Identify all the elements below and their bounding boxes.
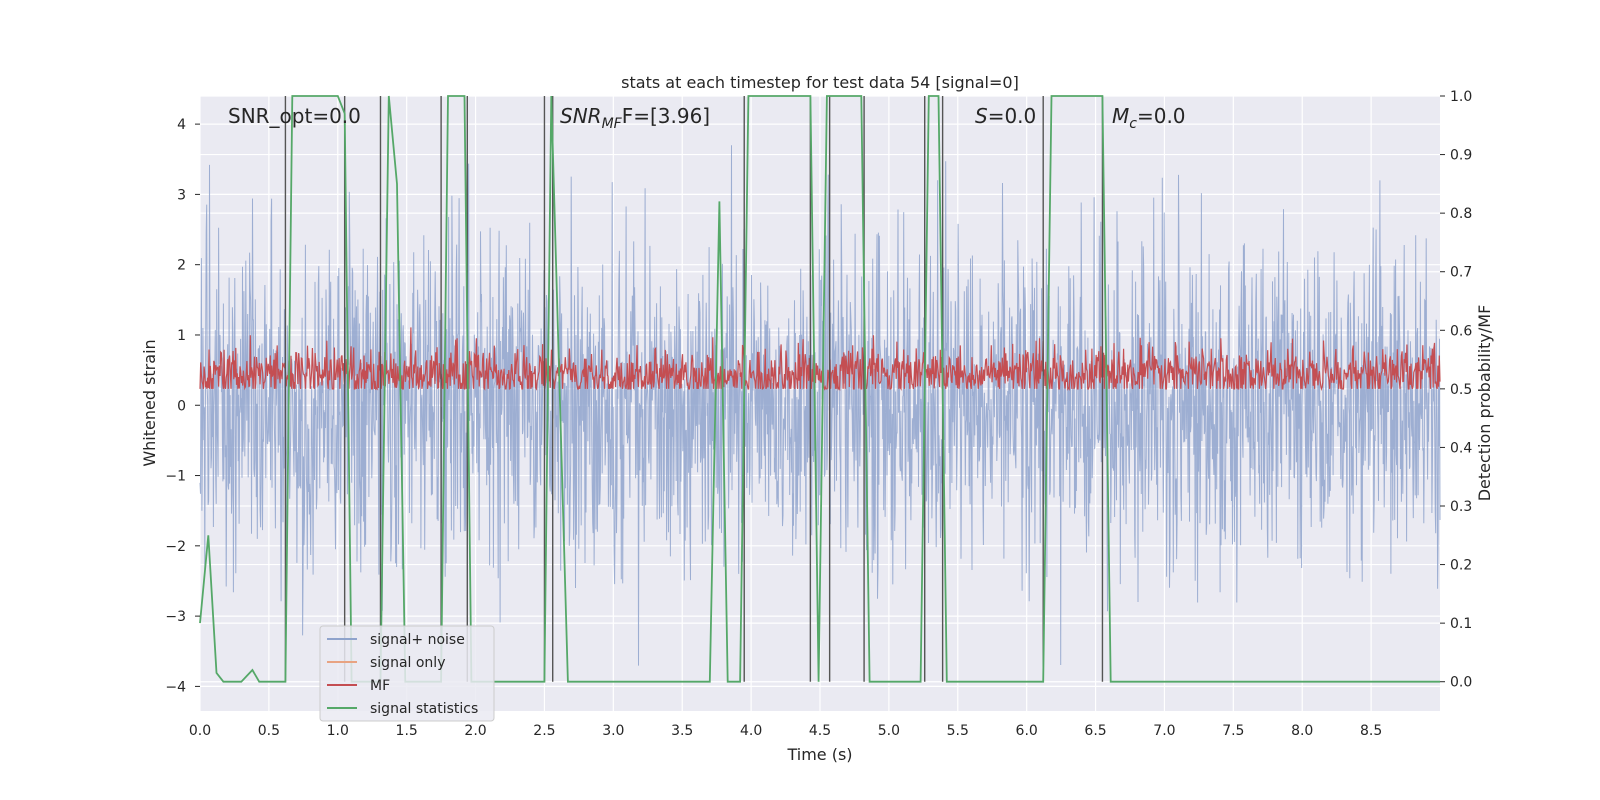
y-tick-label: 2: [177, 258, 186, 274]
x-tick-label: 1.0: [327, 723, 349, 739]
x-tick-label: 2.5: [533, 723, 555, 739]
series-signal-statistics: [199, 95, 1440, 683]
snr-mf-base: SNR: [560, 104, 602, 128]
y-tick-label: −4: [165, 679, 186, 695]
y2-tick-label: 0.0: [1450, 675, 1472, 691]
annotation-s: S=0.0: [975, 104, 1036, 128]
y-tick-label: −3: [165, 609, 186, 625]
y2-tick-label: 0.4: [1450, 440, 1472, 456]
legend-box: [319, 625, 495, 722]
x-tick-label: 8.5: [1360, 723, 1382, 739]
y-axis-ticks: −4 −3 −2 −1 0 1 2 3 4: [165, 117, 200, 695]
x-tick-label: 3.5: [671, 723, 693, 739]
y2-tick-label: 0.5: [1450, 382, 1472, 398]
mc-sub: c: [1129, 116, 1137, 132]
mc-value: =0.0: [1137, 104, 1186, 128]
y-tick-label: 1: [177, 328, 186, 344]
snr-mf-value: F=[3.96]: [622, 104, 710, 128]
annotation-mc: Mc=0.0: [1112, 104, 1186, 132]
y2-tick-label: 0.7: [1450, 265, 1472, 281]
x-tick-label: 6.0: [1016, 723, 1038, 739]
series-signal-noise: [199, 145, 1441, 666]
mc-base: M: [1112, 104, 1129, 128]
x-tick-label: 4.5: [809, 723, 831, 739]
legend-label-signal-statistics: signal statistics: [370, 701, 478, 717]
x-tick-label: 1.5: [396, 723, 418, 739]
x-tick-label: 0.0: [189, 723, 211, 739]
y2-tick-label: 0.6: [1450, 323, 1472, 339]
x-tick-label: 5.5: [947, 723, 969, 739]
y2-tick-label: 0.1: [1450, 616, 1472, 632]
signal-noise-line: [199, 145, 1441, 666]
x-tick-label: 4.0: [740, 723, 762, 739]
x-tick-label: 6.5: [1084, 723, 1106, 739]
y2-tick-label: 0.9: [1450, 148, 1472, 164]
legend: signal+ noise signal only MF signal stat…: [319, 625, 495, 722]
y-axis-label: Whitened strain: [140, 339, 159, 466]
legend-label-signal-noise: signal+ noise: [370, 632, 465, 648]
x-tick-label: 0.5: [258, 723, 280, 739]
y2-tick-label: 0.2: [1450, 558, 1472, 574]
y2-tick-label: 0.8: [1450, 206, 1472, 222]
series-mf: [199, 327, 1441, 392]
snr-mf-sub: MF: [602, 116, 623, 132]
s-value: =0.0: [988, 104, 1037, 128]
legend-label-signal-only: signal only: [370, 655, 445, 671]
signal-statistics-line: [199, 95, 1440, 683]
mf-line: [199, 327, 1441, 392]
y-tick-label: −2: [165, 539, 186, 555]
y-tick-label: 0: [177, 398, 186, 414]
y-tick-label: 4: [177, 117, 186, 133]
x-tick-label: 2.0: [464, 723, 486, 739]
y-tick-label: 3: [177, 187, 186, 203]
x-axis-label: Time (s): [786, 745, 852, 764]
x-tick-label: 3.0: [602, 723, 624, 739]
y2-axis-label: Detection probability/MF: [1475, 305, 1494, 502]
x-tick-label: 7.5: [1222, 723, 1244, 739]
annotation-snr-opt: SNR_opt=0.0: [228, 104, 361, 128]
x-tick-label: 7.0: [1153, 723, 1175, 739]
s-label: S: [975, 104, 988, 128]
y2-axis-ticks: 0.0 0.1 0.2 0.3 0.4 0.5 0.6 0.7 0.8 0.9 1.0: [1440, 89, 1472, 691]
chart-title: stats at each timestep for test data 54 …: [621, 73, 1019, 92]
y2-tick-label: 0.3: [1450, 499, 1472, 515]
y2-tick-label: 1.0: [1450, 89, 1472, 105]
legend-label-mf: MF: [370, 678, 390, 694]
y-tick-label: −1: [165, 469, 186, 485]
x-axis-ticks: 0.0 0.5 1.0 1.5 2.0 2.5 3.0 3.5 4.0 4.5 5.0 5.5 6.0 6…: [189, 723, 1382, 739]
x-tick-label: 8.0: [1291, 723, 1313, 739]
x-tick-label: 5.0: [878, 723, 900, 739]
annotation-snr-mf: SNRMFF=[3.96]: [560, 104, 710, 132]
